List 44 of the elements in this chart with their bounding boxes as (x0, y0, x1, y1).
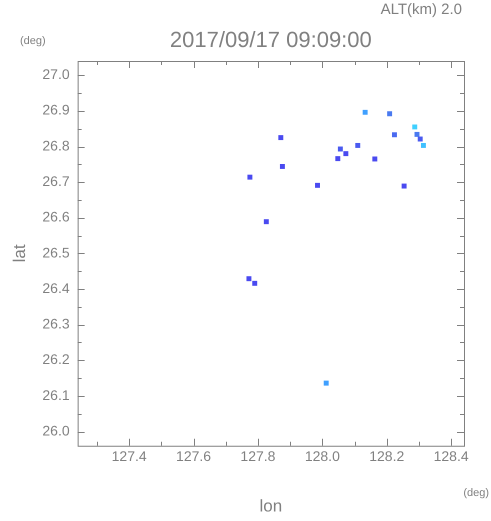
y-tick-label: 26.2 (42, 351, 70, 368)
y-tick-label: 26.1 (42, 386, 70, 403)
y-axis-title: lat (10, 244, 29, 262)
point (343, 151, 348, 156)
x-tick-label: 128.2 (369, 448, 404, 464)
point (246, 276, 252, 282)
x-axis-title: lon (259, 496, 282, 516)
y-tick-label: 26.0 (42, 422, 70, 438)
y-tick-label: 26.6 (42, 208, 70, 225)
point (264, 219, 269, 224)
point (338, 146, 343, 152)
point (315, 182, 320, 188)
y-tick-label: 27.0 (42, 66, 70, 82)
x-tick-label: 127.4 (112, 448, 147, 464)
point (362, 110, 368, 115)
point (247, 174, 252, 180)
y-tick-label: 26.4 (42, 280, 70, 296)
point (387, 111, 392, 116)
point (355, 142, 360, 148)
point (392, 132, 397, 138)
x-tick-label: 127.6 (176, 448, 212, 464)
x-tick-label: 128.4 (434, 448, 469, 464)
chart-title: 2017/09/17 09:09:00 (170, 27, 372, 52)
chart-subtitle: ALT(km) 2.0 (380, 1, 462, 18)
y-tick-label: 26.5 (42, 244, 70, 260)
point (324, 380, 329, 386)
text: (deg) (20, 35, 46, 47)
point (335, 156, 340, 162)
y-tick-label: 26.8 (42, 137, 70, 154)
y-tick-label: 26.7 (42, 173, 70, 189)
point (412, 124, 418, 130)
y-tick-label: 26.3 (42, 316, 70, 332)
x-tick-label: 127.8 (240, 448, 276, 464)
point (372, 156, 378, 162)
x-tick-label: 128.0 (304, 448, 340, 464)
point (278, 135, 284, 140)
point (418, 136, 423, 142)
y-tick-label: 26.9 (42, 102, 70, 118)
point (252, 280, 258, 286)
point (402, 184, 407, 189)
point (414, 132, 420, 137)
point (280, 164, 285, 169)
text: (deg) (463, 487, 489, 499)
point (420, 142, 426, 148)
